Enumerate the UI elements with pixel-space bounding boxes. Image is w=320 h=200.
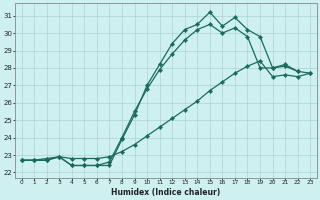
X-axis label: Humidex (Indice chaleur): Humidex (Indice chaleur): [111, 188, 220, 197]
